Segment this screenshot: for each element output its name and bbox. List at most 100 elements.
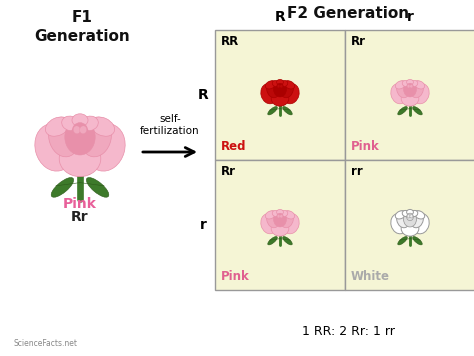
Ellipse shape	[407, 83, 413, 91]
Ellipse shape	[395, 211, 406, 219]
Ellipse shape	[283, 84, 299, 104]
Ellipse shape	[410, 210, 418, 217]
Ellipse shape	[403, 212, 417, 227]
Ellipse shape	[410, 80, 418, 87]
Ellipse shape	[261, 84, 277, 104]
Ellipse shape	[414, 211, 425, 219]
Ellipse shape	[403, 82, 417, 97]
Ellipse shape	[280, 81, 293, 98]
Ellipse shape	[412, 229, 417, 235]
Text: F1
Generation: F1 Generation	[34, 10, 130, 43]
FancyBboxPatch shape	[345, 160, 474, 290]
Ellipse shape	[283, 106, 292, 115]
Ellipse shape	[268, 106, 277, 115]
Ellipse shape	[407, 84, 410, 88]
Text: 1 RR: 2 Rr: 1 rr: 1 RR: 2 Rr: 1 rr	[301, 325, 394, 338]
Ellipse shape	[277, 84, 280, 88]
Text: r: r	[200, 218, 207, 232]
Ellipse shape	[86, 124, 125, 171]
Ellipse shape	[403, 99, 408, 105]
Text: Pink: Pink	[63, 197, 97, 211]
Ellipse shape	[48, 117, 80, 157]
Ellipse shape	[59, 141, 101, 177]
Text: self-
fertilization: self- fertilization	[140, 114, 200, 136]
Text: Rr: Rr	[71, 210, 89, 224]
Ellipse shape	[391, 214, 408, 234]
Ellipse shape	[272, 80, 280, 87]
Ellipse shape	[273, 229, 278, 235]
Text: Pink: Pink	[351, 140, 380, 153]
Ellipse shape	[283, 214, 299, 234]
Ellipse shape	[281, 210, 288, 217]
Ellipse shape	[81, 116, 98, 131]
Ellipse shape	[410, 211, 423, 228]
Ellipse shape	[408, 228, 412, 236]
Ellipse shape	[280, 215, 283, 218]
Ellipse shape	[413, 236, 422, 245]
Ellipse shape	[277, 79, 283, 85]
Ellipse shape	[412, 214, 429, 234]
Text: R: R	[274, 10, 285, 24]
Ellipse shape	[273, 99, 278, 105]
Ellipse shape	[410, 84, 413, 88]
Ellipse shape	[73, 126, 81, 134]
Ellipse shape	[278, 228, 282, 236]
Ellipse shape	[410, 81, 423, 98]
Ellipse shape	[62, 116, 79, 131]
Text: F2 Generation: F2 Generation	[287, 6, 409, 21]
Text: r: r	[407, 10, 413, 24]
Ellipse shape	[410, 215, 413, 218]
Ellipse shape	[273, 82, 286, 97]
Ellipse shape	[402, 210, 410, 217]
Ellipse shape	[72, 114, 88, 127]
Ellipse shape	[413, 106, 422, 115]
Ellipse shape	[90, 117, 115, 136]
Ellipse shape	[281, 80, 288, 87]
Ellipse shape	[267, 211, 280, 228]
Ellipse shape	[51, 178, 73, 197]
Ellipse shape	[284, 81, 295, 89]
FancyBboxPatch shape	[215, 160, 345, 290]
Ellipse shape	[268, 236, 277, 245]
Ellipse shape	[261, 214, 277, 234]
Ellipse shape	[277, 83, 283, 91]
Text: Rr: Rr	[221, 165, 236, 178]
Ellipse shape	[267, 81, 280, 98]
Ellipse shape	[412, 84, 429, 104]
Ellipse shape	[272, 210, 280, 217]
FancyArrowPatch shape	[143, 147, 194, 156]
Ellipse shape	[75, 158, 85, 176]
Ellipse shape	[277, 215, 280, 218]
Ellipse shape	[397, 81, 410, 98]
FancyBboxPatch shape	[215, 30, 345, 160]
Ellipse shape	[283, 236, 292, 245]
Ellipse shape	[273, 212, 286, 227]
Text: rr: rr	[351, 165, 363, 178]
Ellipse shape	[280, 84, 283, 88]
Ellipse shape	[408, 98, 412, 106]
Ellipse shape	[407, 215, 410, 218]
Ellipse shape	[46, 117, 70, 136]
Ellipse shape	[80, 126, 87, 134]
Ellipse shape	[64, 159, 76, 174]
Ellipse shape	[86, 178, 109, 197]
Ellipse shape	[65, 119, 95, 155]
Ellipse shape	[271, 221, 289, 236]
Ellipse shape	[282, 229, 287, 235]
Text: ScienceFacts.net: ScienceFacts.net	[14, 339, 78, 348]
Text: White: White	[351, 270, 390, 283]
Ellipse shape	[407, 209, 413, 215]
Text: Red: Red	[221, 140, 246, 153]
Ellipse shape	[403, 229, 408, 235]
Ellipse shape	[265, 211, 276, 219]
Ellipse shape	[284, 211, 295, 219]
Ellipse shape	[398, 106, 407, 115]
FancyBboxPatch shape	[345, 30, 474, 160]
Ellipse shape	[412, 99, 417, 105]
Text: RR: RR	[221, 35, 239, 48]
Ellipse shape	[402, 80, 410, 87]
Ellipse shape	[397, 211, 410, 228]
Ellipse shape	[391, 84, 408, 104]
Ellipse shape	[414, 81, 425, 89]
Ellipse shape	[407, 213, 413, 221]
